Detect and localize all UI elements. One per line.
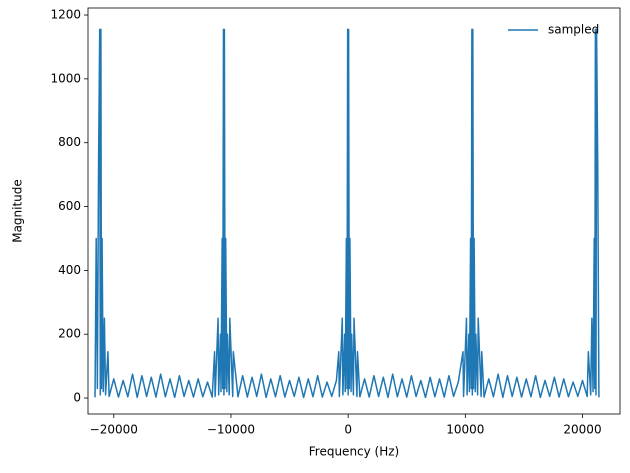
plot-frame [87,7,621,415]
x-tick-label: 10000 [446,423,484,437]
legend-label: sampled [548,23,599,37]
y-tick-label: 200 [58,327,81,341]
y-tick-label: 400 [58,263,81,277]
x-tick-label: −20000 [90,423,138,437]
y-tick-label: 600 [58,199,81,213]
y-tick-label: 800 [58,135,81,149]
x-tick-label: 20000 [563,423,601,437]
x-tick-label: −10000 [207,423,255,437]
x-axis-label: Frequency (Hz) [309,445,400,459]
y-tick-label: 1000 [50,71,81,85]
data-line [94,28,600,399]
y-tick-label: 1200 [50,8,81,22]
y-axis-label: Magnitude [11,179,25,243]
x-tick-label: 0 [344,423,352,437]
y-tick-label: 0 [73,391,81,405]
